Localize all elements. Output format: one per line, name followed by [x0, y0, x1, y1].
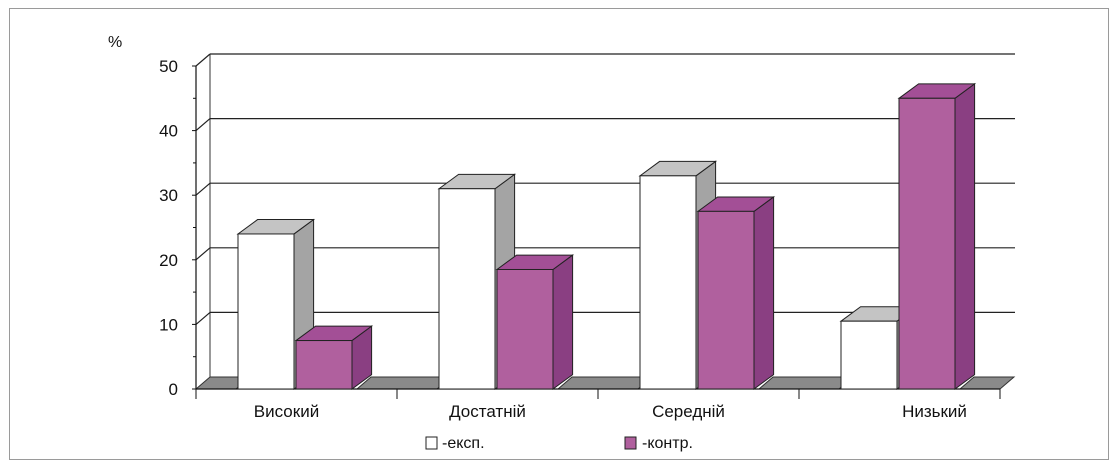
x-category-label: Середній	[652, 402, 725, 421]
floor-segment	[355, 376, 453, 390]
legend-label-exp: -експ.	[442, 435, 485, 452]
x-category-label: Низький	[902, 402, 967, 421]
y-tick-label: 0	[169, 380, 178, 399]
gridline-depth	[195, 118, 211, 132]
bar-control-side	[552, 254, 574, 390]
bars	[236, 82, 977, 390]
gridline-depth	[195, 53, 211, 67]
y-tick-label: 10	[159, 315, 178, 334]
gridline-depth	[195, 182, 211, 196]
legend: -експ. -контр.	[425, 435, 693, 452]
y-tick-label: 50	[159, 57, 178, 76]
legend-swatch-exp	[425, 436, 438, 450]
y-axis-unit-label: %	[108, 34, 122, 51]
bar-exp	[237, 233, 295, 390]
bar-control	[496, 268, 554, 390]
y-tick-label: 30	[159, 186, 178, 205]
x-category-label: Високий	[254, 402, 319, 421]
labels: % 0 10 20 30 40 50 Високий Достатній Середній Низ…	[108, 34, 967, 421]
bar-control-side	[954, 82, 976, 390]
bar-exp	[840, 320, 898, 390]
y-tick-label: 20	[159, 251, 178, 270]
bar-control	[295, 340, 353, 390]
floor-segment	[757, 376, 855, 390]
y-tick-label: 40	[159, 122, 178, 141]
bar-control	[898, 97, 956, 390]
bar-exp	[639, 175, 697, 390]
bar-exp	[438, 188, 496, 390]
floor-segment	[556, 376, 654, 390]
bar-control-side	[753, 195, 775, 390]
bar-control	[697, 210, 755, 390]
x-category-label: Достатній	[449, 402, 526, 421]
gridline-depth	[195, 311, 211, 325]
legend-swatch-control	[624, 436, 637, 450]
legend-label-control: -контр.	[642, 435, 693, 452]
gridline-depth	[195, 247, 211, 261]
